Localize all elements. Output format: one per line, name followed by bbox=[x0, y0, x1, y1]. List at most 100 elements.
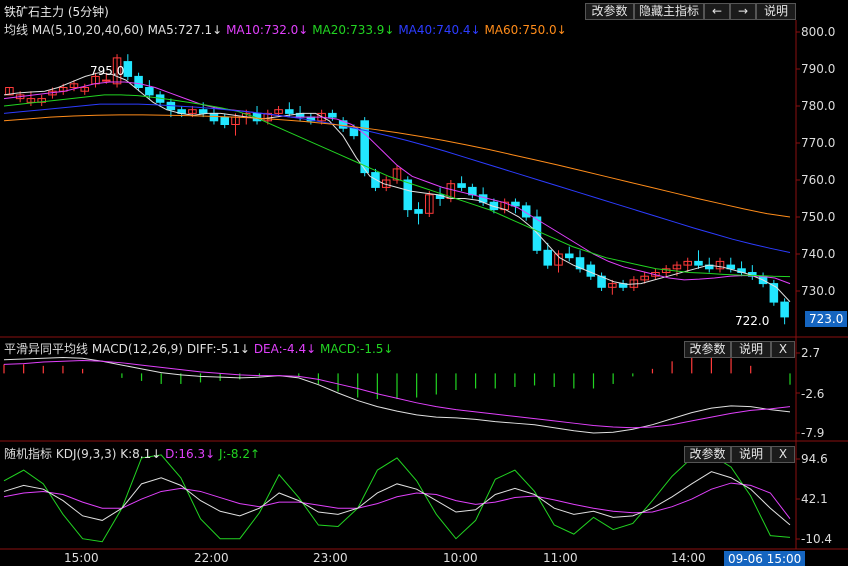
dea-legend: DEA:-4.4↓ bbox=[253, 342, 317, 356]
candle-body bbox=[521, 205, 531, 218]
ma40-line bbox=[3, 103, 791, 254]
ma-legend-prefix: 均线 bbox=[4, 23, 29, 37]
arrow-left-icon[interactable]: ← bbox=[704, 3, 730, 20]
kdj-layer bbox=[3, 454, 791, 543]
ytick-770: 770.0 bbox=[801, 136, 836, 150]
candle-body bbox=[457, 183, 466, 188]
xtick-2200: 22:00 bbox=[194, 551, 229, 565]
candle-body bbox=[198, 109, 208, 114]
macd-ytick-bottom: -7.9 bbox=[801, 426, 825, 440]
last-price-tag: 723.0 bbox=[805, 311, 848, 327]
ytick-790: 790.0 bbox=[801, 62, 836, 76]
d-line bbox=[3, 482, 791, 519]
candle-body bbox=[220, 116, 229, 125]
kdj-modify-params-button[interactable]: 改参数 bbox=[684, 446, 731, 463]
ytick-730: 730.0 bbox=[801, 284, 836, 298]
xtick-1100: 11:00 bbox=[543, 551, 578, 565]
macd-help-button[interactable]: 说明 bbox=[731, 341, 771, 358]
k-line bbox=[3, 471, 791, 526]
candle-body bbox=[80, 87, 90, 92]
current-time-tag: 09-06 15:00 bbox=[724, 551, 806, 566]
kdj-ytick-top: 94.6 bbox=[801, 452, 828, 466]
macd-params: MACD(12,26,9) bbox=[91, 342, 183, 356]
ma-lines-layer bbox=[3, 72, 791, 303]
candle-body bbox=[371, 172, 380, 188]
macd-legend: 平滑异同平均线 MACD(12,26,9) DIFF:-5.1↓ DEA:-4.… bbox=[4, 340, 393, 357]
kdj-legend: 随机指标 KDJ(9,3,3) K:8.1↓ D:16.3↓ J:-8.2↑ bbox=[4, 445, 260, 462]
candle-body bbox=[414, 209, 423, 214]
ma10-line bbox=[3, 81, 791, 285]
xtick-2300: 23:00 bbox=[313, 551, 348, 565]
macd-layer bbox=[3, 355, 791, 434]
candle-body bbox=[102, 79, 111, 82]
candle-body bbox=[26, 98, 36, 103]
candle-body bbox=[608, 283, 617, 288]
candle-body bbox=[209, 112, 219, 122]
hide-main-indicator-button[interactable]: 隐藏主指标 bbox=[634, 3, 704, 20]
ma20-line bbox=[3, 94, 791, 278]
kdj-params: KDJ(9,3,3) bbox=[55, 447, 117, 461]
axis-ticks-layer bbox=[796, 31, 800, 540]
candle-body bbox=[285, 109, 294, 114]
kdj-help-button[interactable]: 说明 bbox=[731, 446, 771, 463]
macd-ytick-top: 2.7 bbox=[801, 346, 821, 360]
low-price-label: 722.0 bbox=[735, 314, 770, 328]
chart-title: 铁矿石主力 (5分钟) bbox=[4, 5, 109, 19]
ytick-750: 750.0 bbox=[801, 210, 836, 224]
kdj-close-button[interactable]: X bbox=[771, 446, 795, 463]
candle-body bbox=[565, 253, 574, 259]
xtick-1500: 15:00 bbox=[64, 551, 99, 565]
ma-legend: 均线 MA(5,10,20,40,60) MA5:727.1↓ MA10:732… bbox=[4, 21, 567, 38]
candle-body bbox=[672, 264, 682, 270]
help-button[interactable]: 说明 bbox=[756, 3, 796, 20]
candle-body bbox=[349, 127, 359, 137]
d-legend: D:16.3↓ bbox=[165, 447, 216, 461]
candle-body bbox=[575, 257, 585, 270]
xtick-1400: 14:00 bbox=[671, 551, 706, 565]
candle-body bbox=[392, 168, 402, 181]
candle-body bbox=[69, 83, 79, 89]
macd-value-legend: MACD:-1.5↓ bbox=[319, 342, 394, 356]
candle-body bbox=[5, 87, 14, 96]
candle-body bbox=[425, 194, 434, 214]
high-price-label: 795.0 bbox=[90, 64, 125, 78]
candle-body bbox=[328, 112, 337, 118]
macd-name: 平滑异同平均线 bbox=[4, 342, 89, 356]
candle-body bbox=[403, 179, 413, 211]
kdj-ytick-bottom: -10.4 bbox=[801, 532, 833, 546]
ma10-legend: MA10:732.0↓ bbox=[226, 23, 309, 37]
ma60-legend: MA60:750.0↓ bbox=[484, 23, 567, 37]
diff-legend: DIFF:-5.1↓ bbox=[186, 342, 250, 356]
ma40-legend: MA40:740.4↓ bbox=[398, 23, 481, 37]
candle-body bbox=[123, 61, 133, 77]
candle-body bbox=[769, 283, 779, 303]
candle-body bbox=[274, 109, 283, 114]
ytick-780: 780.0 bbox=[801, 99, 836, 113]
candle-body bbox=[694, 260, 703, 266]
arrow-right-icon[interactable]: → bbox=[730, 3, 756, 20]
candle-body bbox=[145, 87, 154, 96]
candle-body bbox=[360, 120, 369, 174]
dea-line bbox=[3, 360, 791, 429]
xtick-1000: 10:00 bbox=[443, 551, 478, 565]
candle-body bbox=[715, 260, 725, 270]
candle-body bbox=[511, 201, 520, 207]
ma5-legend: MA5:727.1↓ bbox=[147, 23, 223, 37]
ma60-line bbox=[3, 114, 791, 218]
candle-body bbox=[651, 272, 660, 277]
ma-legend-params: MA(5,10,20,40,60) bbox=[31, 23, 144, 37]
j-legend: J:-8.2↑ bbox=[219, 447, 261, 461]
ytick-760: 760.0 bbox=[801, 173, 836, 187]
macd-modify-params-button[interactable]: 改参数 bbox=[684, 341, 731, 358]
macd-close-button[interactable]: X bbox=[771, 341, 795, 358]
ma5-line bbox=[3, 72, 791, 303]
candle-body bbox=[640, 275, 649, 281]
candle-body bbox=[338, 120, 348, 129]
macd-ytick-mid: -2.6 bbox=[801, 387, 825, 401]
candle-body bbox=[112, 57, 122, 85]
candle-body bbox=[780, 301, 789, 318]
kdj-name: 随机指标 bbox=[4, 447, 53, 461]
candle-body bbox=[543, 249, 553, 266]
modify-params-button[interactable]: 改参数 bbox=[585, 3, 634, 20]
